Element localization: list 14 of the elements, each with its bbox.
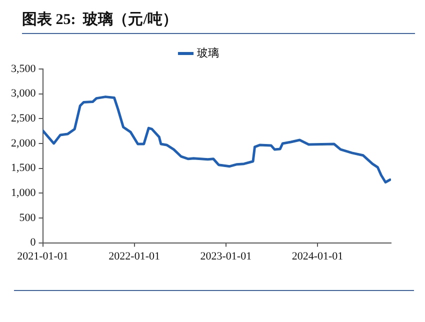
y-tick-label: 500	[19, 212, 36, 224]
x-tick-label: 2023-01-01	[200, 250, 252, 262]
y-tick-label: 1,500	[11, 162, 36, 174]
legend-label: 玻璃	[196, 46, 219, 60]
x-tick-label: 2022-01-01	[108, 250, 160, 262]
y-tick-label: 3,500	[11, 62, 36, 75]
x-tick-label: 2021-01-01	[17, 250, 68, 262]
y-tick-label: 2,000	[11, 137, 36, 150]
y-tick-label: 0	[30, 236, 36, 249]
y-tick-label: 1,000	[11, 187, 36, 200]
y-tick-label: 2,500	[11, 112, 36, 125]
y-tick-label: 3,000	[11, 88, 36, 100]
x-tick-label: 2024-01-01	[292, 250, 344, 262]
chart-title: 图表 25: 玻璃（元/吨）	[22, 10, 415, 34]
